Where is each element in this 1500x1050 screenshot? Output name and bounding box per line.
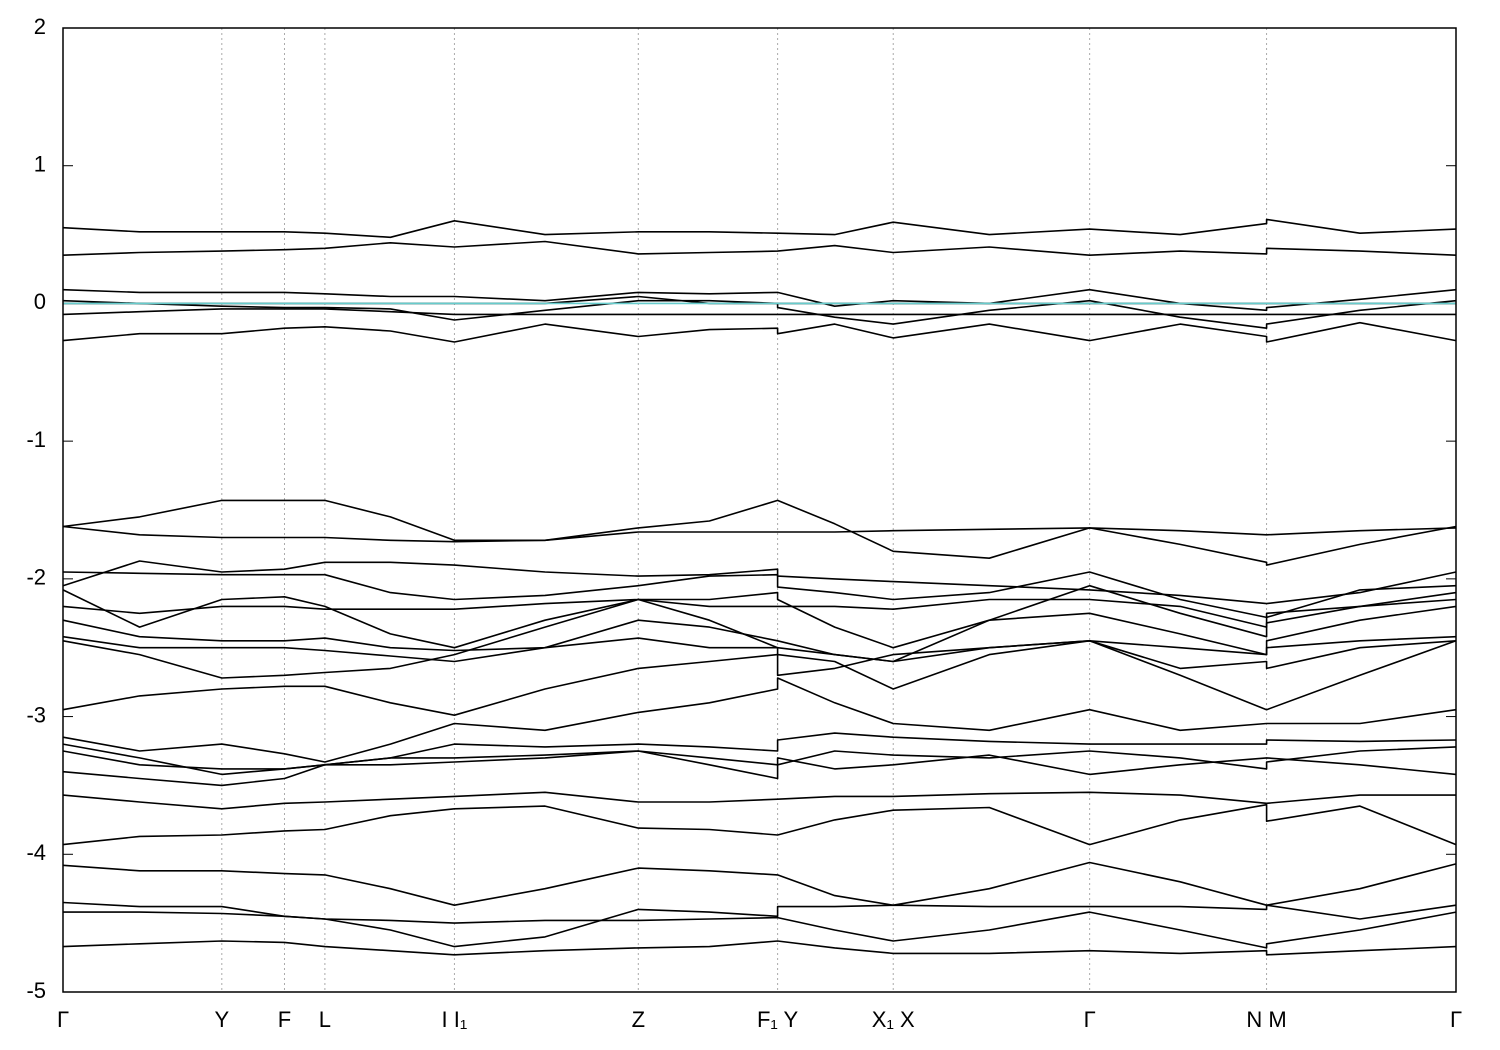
band-line bbox=[62, 861, 1457, 906]
y-tick-label: 2 bbox=[34, 14, 46, 39]
band-line bbox=[62, 308, 1456, 316]
x-tick-label: Γ bbox=[1084, 1007, 1096, 1032]
band-line bbox=[62, 677, 1457, 763]
band-line bbox=[62, 584, 1457, 649]
x-tick-label: Γ bbox=[57, 1007, 69, 1032]
band-line bbox=[62, 746, 1457, 787]
y-tick-label: -2 bbox=[26, 565, 46, 590]
x-tick-label: L bbox=[319, 1007, 331, 1032]
band-line bbox=[62, 598, 1457, 628]
band-line bbox=[62, 750, 1457, 776]
band-line bbox=[62, 525, 1457, 543]
band-line bbox=[62, 640, 1457, 716]
x-tick-label: N M bbox=[1246, 1007, 1286, 1032]
band-line bbox=[62, 598, 1457, 711]
plot-frame bbox=[62, 27, 1457, 993]
band-line bbox=[63, 911, 1457, 949]
x-tick-label: F₁ Y bbox=[757, 1007, 799, 1032]
x-tick-label: Γ bbox=[1450, 1007, 1462, 1032]
x-tick-label: I I₁ bbox=[442, 1007, 468, 1032]
band-line bbox=[62, 571, 1457, 619]
y-tick-label: -5 bbox=[26, 978, 46, 1003]
x-tick-label: X₁ X bbox=[872, 1007, 915, 1032]
band-line bbox=[62, 791, 1456, 810]
x-tick-label: F bbox=[278, 1007, 291, 1032]
band-line bbox=[62, 803, 1457, 846]
y-tick-label: 1 bbox=[34, 152, 46, 177]
band-line bbox=[62, 635, 1457, 663]
x-tick-label: Y bbox=[214, 1007, 229, 1032]
y-tick-label: -3 bbox=[26, 702, 46, 727]
band-line bbox=[62, 940, 1457, 956]
band-line bbox=[62, 499, 1457, 566]
band-line bbox=[62, 240, 1457, 256]
y-tick-label: -4 bbox=[26, 840, 46, 865]
band-line bbox=[62, 288, 1457, 312]
band-line bbox=[62, 321, 1457, 343]
x-tick-label: Z bbox=[632, 1007, 645, 1032]
y-tick-label: -1 bbox=[26, 427, 46, 452]
band-line bbox=[62, 901, 1457, 948]
y-tick-label: 0 bbox=[34, 289, 46, 314]
band-line bbox=[62, 218, 1457, 239]
